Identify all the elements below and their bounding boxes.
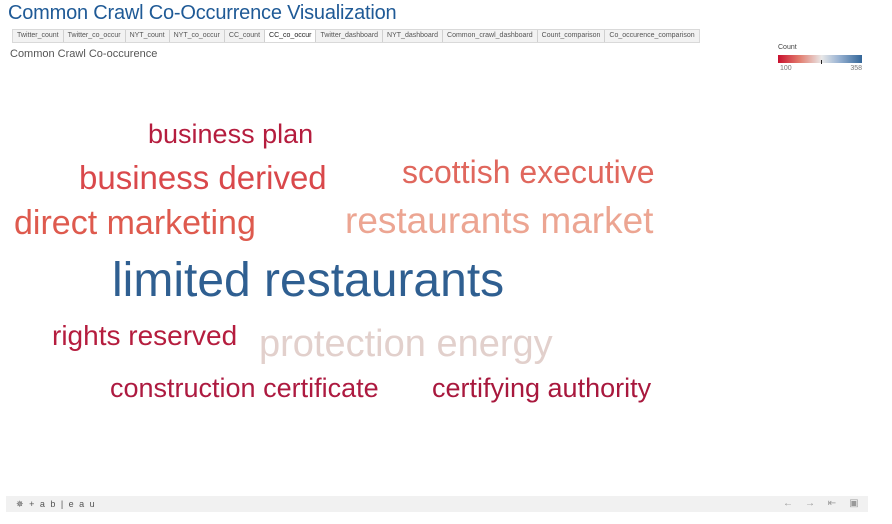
word-business-plan[interactable]: business plan bbox=[148, 119, 314, 149]
word-certifying-authority[interactable]: certifying authority bbox=[432, 373, 652, 403]
color-legend: Count 100 358 bbox=[778, 44, 864, 76]
undo-icon[interactable]: ← bbox=[783, 498, 793, 509]
word-construction-certificate[interactable]: construction certificate bbox=[110, 373, 379, 403]
sheet-title: Common Crawl Co-occurence bbox=[10, 48, 158, 60]
tableau-logo-icon: ✵ bbox=[16, 499, 26, 509]
legend-marker bbox=[821, 60, 822, 64]
tableau-logo-text: + a b | e a u bbox=[29, 499, 97, 509]
tableau-logo[interactable]: ✵ + a b | e a u bbox=[16, 499, 96, 510]
tab-twitter-count[interactable]: Twitter_count bbox=[13, 30, 64, 42]
legend-max-label: 358 bbox=[850, 65, 862, 72]
word-protection-energy[interactable]: protection energy bbox=[259, 323, 553, 365]
legend-color-bar bbox=[778, 55, 862, 63]
tab-cc-count[interactable]: CC_count bbox=[224, 30, 266, 42]
word-scottish-executive[interactable]: scottish executive bbox=[402, 154, 655, 190]
legend-title: Count bbox=[778, 44, 797, 51]
tab-twitter-co-occur[interactable]: Twitter_co_occur bbox=[63, 30, 126, 42]
word-restaurants-market[interactable]: restaurants market bbox=[345, 200, 654, 241]
tab-co-occurence-comparison[interactable]: Co_occurence_comparison bbox=[605, 30, 699, 42]
fullscreen-icon[interactable]: ▣ bbox=[849, 498, 859, 509]
tab-cc-co-occur[interactable]: CC_co_occur bbox=[265, 30, 317, 42]
tab-twitter-dashboard[interactable]: Twitter_dashboard bbox=[316, 30, 384, 42]
tab-nyt-co-occur[interactable]: NYT_co_occur bbox=[169, 30, 225, 42]
word-limited-restaurants[interactable]: limited restaurants bbox=[112, 254, 505, 307]
footer-toolbar: ✵ + a b | e a u ← → ⇤ ▣ bbox=[6, 496, 868, 512]
revert-icon[interactable]: ⇤ bbox=[827, 498, 837, 509]
word-rights-reserved[interactable]: rights reserved bbox=[52, 320, 238, 351]
tab-common-crawl-dashboard[interactable]: Common_crawl_dashboard bbox=[443, 30, 538, 42]
tab-nyt-dashboard[interactable]: NYT_dashboard bbox=[383, 30, 444, 42]
legend-min-label: 100 bbox=[780, 65, 792, 72]
page-title: Common Crawl Co-Occurrence Visualization bbox=[8, 2, 397, 24]
tab-count-comparison[interactable]: Count_comparison bbox=[537, 30, 606, 42]
tab-nyt-count[interactable]: NYT_count bbox=[125, 30, 170, 42]
sheet-tabs: Twitter_count Twitter_co_occur NYT_count… bbox=[12, 29, 700, 43]
word-business-derived[interactable]: business derived bbox=[79, 159, 327, 196]
word-direct-marketing[interactable]: direct marketing bbox=[14, 204, 256, 242]
redo-icon[interactable]: → bbox=[805, 498, 815, 509]
